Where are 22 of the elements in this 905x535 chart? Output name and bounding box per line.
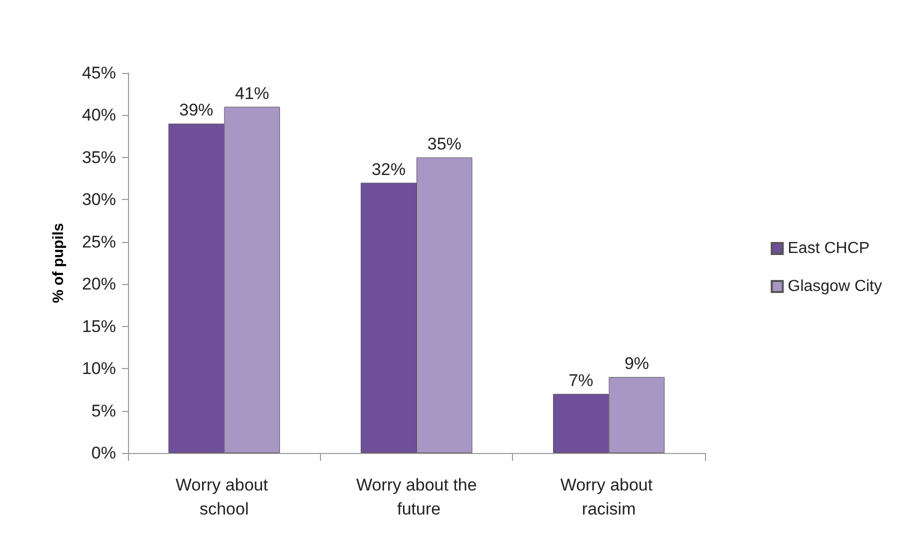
y-tick-label: 15% xyxy=(82,316,116,336)
y-tick-label: 10% xyxy=(82,359,116,378)
y-tick-label: 40% xyxy=(82,106,116,125)
y-tick-label: 30% xyxy=(82,190,116,210)
data-label: 7% xyxy=(568,370,594,390)
y-tick-label: 25% xyxy=(82,232,116,252)
y-tick-label: 45% xyxy=(82,64,116,82)
y-tick-label: 5% xyxy=(91,401,116,420)
y-axis-title: % of pupils xyxy=(50,223,67,303)
legend-label: East CHCP xyxy=(788,240,870,257)
data-label: 39% xyxy=(179,100,214,120)
y-tick-label: 20% xyxy=(82,274,116,294)
data-label: 41% xyxy=(235,84,270,103)
data-label: 35% xyxy=(427,134,462,154)
legend-label: Glasgow City xyxy=(788,278,882,295)
data-label: 32% xyxy=(372,160,406,179)
data-label: 9% xyxy=(624,354,650,373)
x-tick-label: Worry about school xyxy=(176,476,273,518)
y-tick-label: 35% xyxy=(82,148,116,167)
x-tick-label: Worry about the future xyxy=(356,476,477,518)
y-tick-label: 0% xyxy=(91,444,116,462)
x-tick-label: Worry about racisim xyxy=(560,476,658,518)
